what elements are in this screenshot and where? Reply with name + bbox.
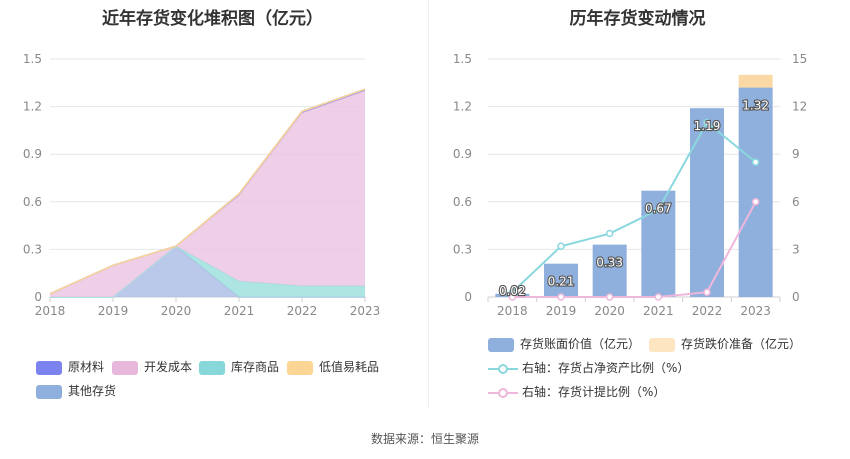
legend-line-swatch <box>488 362 518 376</box>
x-tick-label: 2019 <box>546 304 577 318</box>
legend-label: 右轴：存货计提比例（%） <box>522 385 666 399</box>
line-point <box>557 242 565 250</box>
legend-label: 存货跌价准备（亿元） <box>681 337 802 351</box>
line-右轴：存货计提比例（%） <box>512 201 757 298</box>
legend-swatch <box>199 360 225 375</box>
y-tick-label: 0 <box>464 290 472 304</box>
right-legend: 存货账面价值（亿元） 存货跌价准备（亿元） 右轴：存货占净资产比例（%） 右轴：… <box>488 336 801 400</box>
legend-item-low-value-consumables[interactable]: 低值易耗品 <box>287 359 379 375</box>
line-point <box>605 293 614 301</box>
legend-label: 其他存货 <box>68 384 117 398</box>
legend-label: 右轴：存货占净资产比例（%） <box>522 361 690 375</box>
y2-tick-label: 6 <box>792 195 800 209</box>
y-tick-label: 1.2 <box>453 100 472 114</box>
y-tick-label: 0.3 <box>453 242 472 256</box>
bar-book-value <box>544 263 578 297</box>
bar-data-label: 0.21 <box>548 275 575 289</box>
legend-item-finished-goods[interactable]: 库存商品 <box>199 359 279 375</box>
x-tick-label: 2022 <box>287 304 318 318</box>
y2-tick-label: 3 <box>792 242 800 256</box>
line-point <box>703 288 711 296</box>
line-point <box>508 293 517 301</box>
line-右轴：存货占净资产比例（%） <box>511 120 757 293</box>
bar-data-label: 1.19 <box>694 119 721 133</box>
legend-label: 开发成本 <box>144 360 193 374</box>
x-tick-label: 2021 <box>643 304 674 318</box>
legend-swatch <box>36 384 62 399</box>
left-chart-title: 近年存货变化堆积图（亿元） <box>102 9 323 29</box>
bar-data-label: 1.32 <box>742 99 769 113</box>
legend-item-impairment[interactable]: 存货跌价准备（亿元） <box>649 336 801 352</box>
y-tick-label: 0.6 <box>23 195 42 209</box>
line-point <box>751 158 760 166</box>
y2-tick-label: 15 <box>792 52 807 66</box>
y2-tick-label: 12 <box>792 100 807 114</box>
area-库存商品 <box>50 246 365 297</box>
legend-label: 存货账面价值（亿元） <box>520 337 641 351</box>
bar-data-label: 0.33 <box>596 256 623 270</box>
y-tick-label: 1.2 <box>23 100 42 114</box>
y-tick-label: 0.6 <box>453 195 472 209</box>
area-line-低值易耗品 <box>49 88 366 295</box>
x-tick-label: 2020 <box>594 304 625 318</box>
legend-swatch <box>112 360 138 375</box>
legend-item-other-inventory[interactable]: 其他存货 <box>36 383 116 399</box>
x-tick-label: 2018 <box>35 304 66 318</box>
line-point <box>654 205 663 214</box>
line-point <box>703 118 711 127</box>
legend-swatch <box>287 360 313 375</box>
y-tick-label: 0 <box>34 290 42 304</box>
data-source-note: 数据来源：恒生聚源 <box>370 432 479 446</box>
x-tick-label: 2023 <box>350 304 381 318</box>
bar-book-value <box>738 87 773 297</box>
legend-label: 低值易耗品 <box>319 360 380 374</box>
legend-item-raw-materials[interactable]: 原材料 <box>36 359 104 375</box>
legend-item-book-value[interactable]: 存货账面价值（亿元） <box>488 336 640 352</box>
x-tick-label: 2022 <box>692 304 723 318</box>
bar-data-label: 0.67 <box>645 202 672 216</box>
x-tick-label: 2021 <box>224 304 255 318</box>
y-tick-label: 0.9 <box>453 147 472 161</box>
legend-item-ratio-net-assets[interactable]: 右轴：存货占净资产比例（%） <box>488 360 689 376</box>
legend-label: 库存商品 <box>231 360 280 374</box>
y-tick-label: 0.3 <box>23 242 42 256</box>
legend-item-development-cost[interactable]: 开发成本 <box>112 359 192 375</box>
legend-line-swatch <box>488 386 518 400</box>
x-tick-label: 2018 <box>497 304 528 318</box>
stacked-area-chart: 0 0.3 0.6 0.9 1.2 1.5 2018 2019 2020 2021 2022 2023 <box>23 52 381 318</box>
panel-divider <box>428 0 429 408</box>
y-tick-label: 1.5 <box>23 52 42 66</box>
bar-impairment <box>738 74 773 88</box>
x-tick-label: 2023 <box>740 304 771 318</box>
line-point <box>751 198 760 206</box>
line-point <box>654 293 663 301</box>
line-point <box>557 293 565 301</box>
y-tick-label: 0.9 <box>23 147 42 161</box>
left-legend: 原材料 开发成本 库存商品 低值易耗品 其他存货 <box>0 0 425 420</box>
bar-book-value <box>592 244 627 297</box>
legend-swatch <box>36 360 62 375</box>
bar-book-value <box>690 108 724 297</box>
y2-tick-label: 0 <box>792 290 800 304</box>
x-tick-label: 2020 <box>161 304 192 318</box>
right-chart-title: 历年存货变动情况 <box>569 9 706 29</box>
legend-swatch <box>649 337 675 352</box>
line-point <box>605 229 614 238</box>
legend-label: 原材料 <box>68 360 105 374</box>
area-开发成本 <box>50 90 365 297</box>
y2-tick-label: 9 <box>792 147 800 161</box>
legend-swatch <box>488 337 514 352</box>
x-tick-label: 2019 <box>98 304 129 318</box>
legend-item-provision-ratio[interactable]: 右轴：存货计提比例（%） <box>488 384 665 400</box>
y-tick-label: 1.5 <box>453 52 472 66</box>
bar-data-label: 0.02 <box>499 284 526 298</box>
